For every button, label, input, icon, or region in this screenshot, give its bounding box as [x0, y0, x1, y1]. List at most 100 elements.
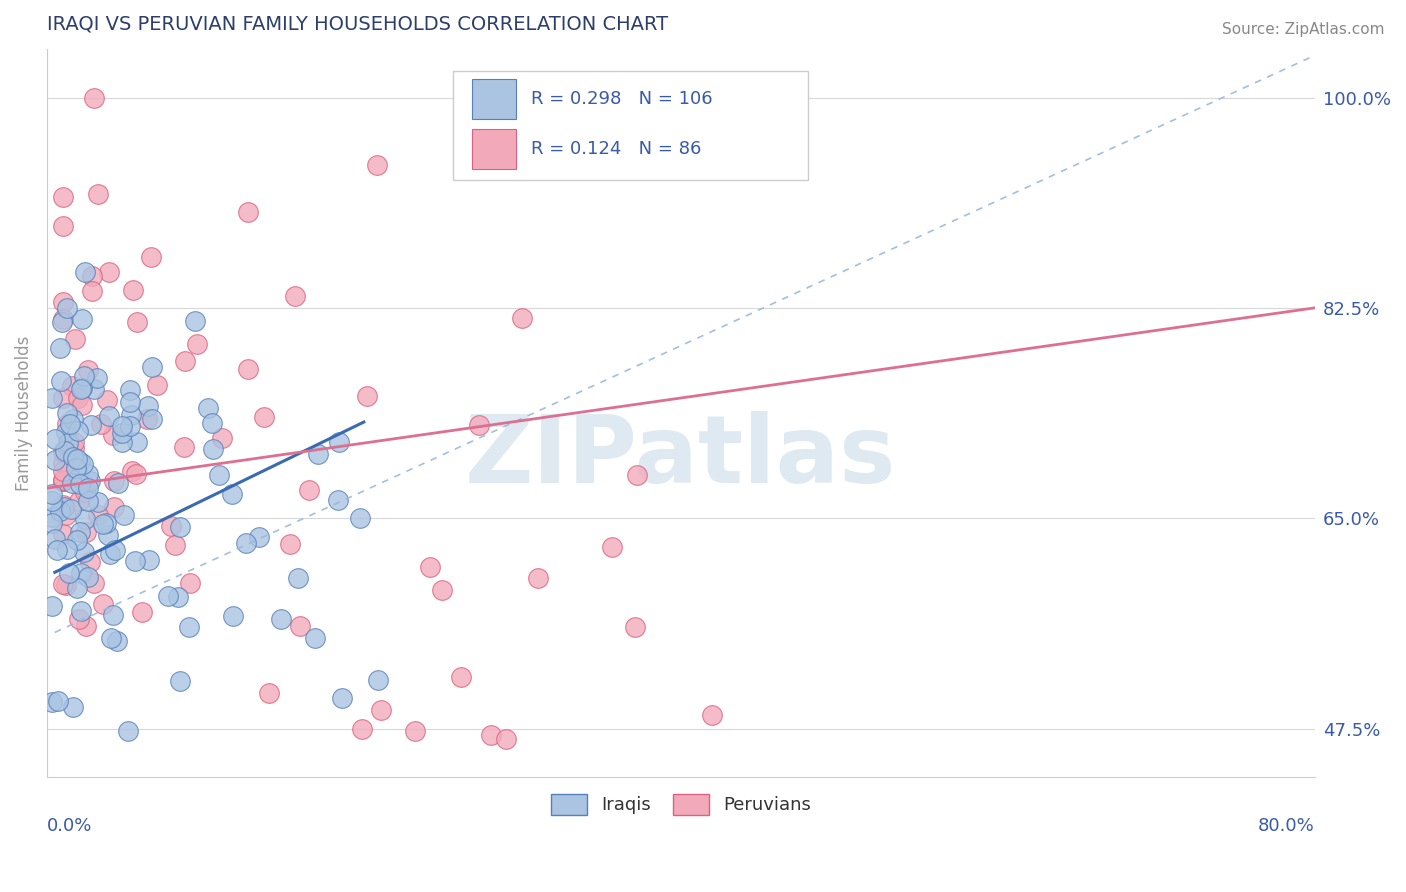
Point	[52, 312, 75, 326]
Point	[118, 383, 141, 397]
Point	[127, 435, 149, 450]
Point	[201, 417, 224, 431]
Point	[70, 311, 93, 326]
Point	[41, 516, 63, 530]
FancyBboxPatch shape	[453, 71, 807, 180]
Point	[66, 392, 89, 406]
Point	[607, 112, 630, 126]
Point	[79, 474, 101, 488]
Point	[350, 722, 373, 736]
Point	[124, 554, 146, 568]
Point	[208, 467, 231, 482]
Point	[479, 727, 502, 741]
Point	[100, 631, 122, 645]
Point	[112, 508, 135, 522]
Point	[298, 483, 321, 498]
Point	[77, 570, 100, 584]
Point	[55, 425, 77, 440]
Point	[468, 418, 491, 433]
Point	[572, 112, 595, 126]
Point	[63, 435, 86, 450]
Point	[73, 368, 96, 383]
Point	[75, 511, 97, 525]
Point	[52, 473, 75, 487]
Point	[103, 500, 125, 514]
Legend: Iraqis, Peruvians: Iraqis, Peruvians	[543, 787, 818, 822]
Point	[141, 412, 163, 426]
Point	[131, 606, 153, 620]
Point	[69, 477, 91, 491]
Point	[600, 541, 623, 555]
Point	[160, 518, 183, 533]
Point	[247, 530, 270, 544]
Point	[202, 442, 225, 456]
Point	[136, 411, 159, 425]
Point	[98, 547, 121, 561]
Point	[98, 409, 121, 424]
Point	[638, 90, 661, 104]
Point	[87, 495, 110, 509]
Point	[136, 399, 159, 413]
Point	[58, 566, 80, 580]
Point	[86, 370, 108, 384]
Point	[67, 612, 90, 626]
Point	[69, 524, 91, 539]
Point	[77, 481, 100, 495]
Point	[287, 571, 309, 585]
Point	[67, 470, 90, 484]
Point	[52, 219, 75, 233]
Point	[356, 389, 378, 403]
Point	[52, 577, 75, 591]
Text: R = 0.298   N = 106: R = 0.298 N = 106	[531, 90, 713, 108]
Point	[510, 310, 533, 325]
Point	[82, 284, 104, 298]
Point	[146, 378, 169, 392]
Point	[52, 456, 75, 470]
Point	[52, 474, 75, 488]
Text: 80.0%: 80.0%	[1258, 816, 1315, 835]
Point	[165, 538, 187, 552]
Point	[104, 543, 127, 558]
Point	[702, 708, 724, 723]
Point	[221, 487, 243, 501]
Point	[52, 295, 75, 310]
Point	[79, 556, 101, 570]
Point	[48, 504, 70, 518]
Point	[83, 90, 105, 104]
Point	[62, 700, 84, 714]
Point	[60, 475, 83, 490]
Point	[222, 609, 245, 624]
Point	[179, 620, 201, 634]
Point	[56, 417, 79, 431]
Point	[105, 634, 128, 648]
FancyBboxPatch shape	[471, 129, 516, 169]
Point	[59, 417, 82, 431]
Point	[367, 673, 389, 688]
Point	[120, 408, 142, 422]
Point	[41, 391, 63, 405]
Point	[307, 447, 329, 461]
Point	[450, 670, 472, 684]
Point	[125, 467, 148, 481]
Point	[257, 686, 280, 700]
Text: ZIPatlas: ZIPatlas	[465, 410, 897, 503]
Point	[304, 631, 326, 645]
Point	[67, 493, 90, 508]
Point	[65, 581, 87, 595]
Point	[70, 604, 93, 618]
Point	[139, 251, 162, 265]
Point	[70, 383, 93, 397]
Point	[103, 474, 125, 488]
Point	[186, 336, 208, 351]
Point	[624, 620, 647, 634]
Point	[107, 475, 129, 490]
Point	[138, 553, 160, 567]
Point	[121, 464, 143, 478]
Point	[111, 426, 134, 441]
Point	[55, 508, 77, 523]
Point	[56, 301, 79, 316]
Point	[52, 474, 75, 488]
Point	[527, 571, 550, 585]
Point	[41, 510, 63, 524]
Point	[41, 486, 63, 500]
